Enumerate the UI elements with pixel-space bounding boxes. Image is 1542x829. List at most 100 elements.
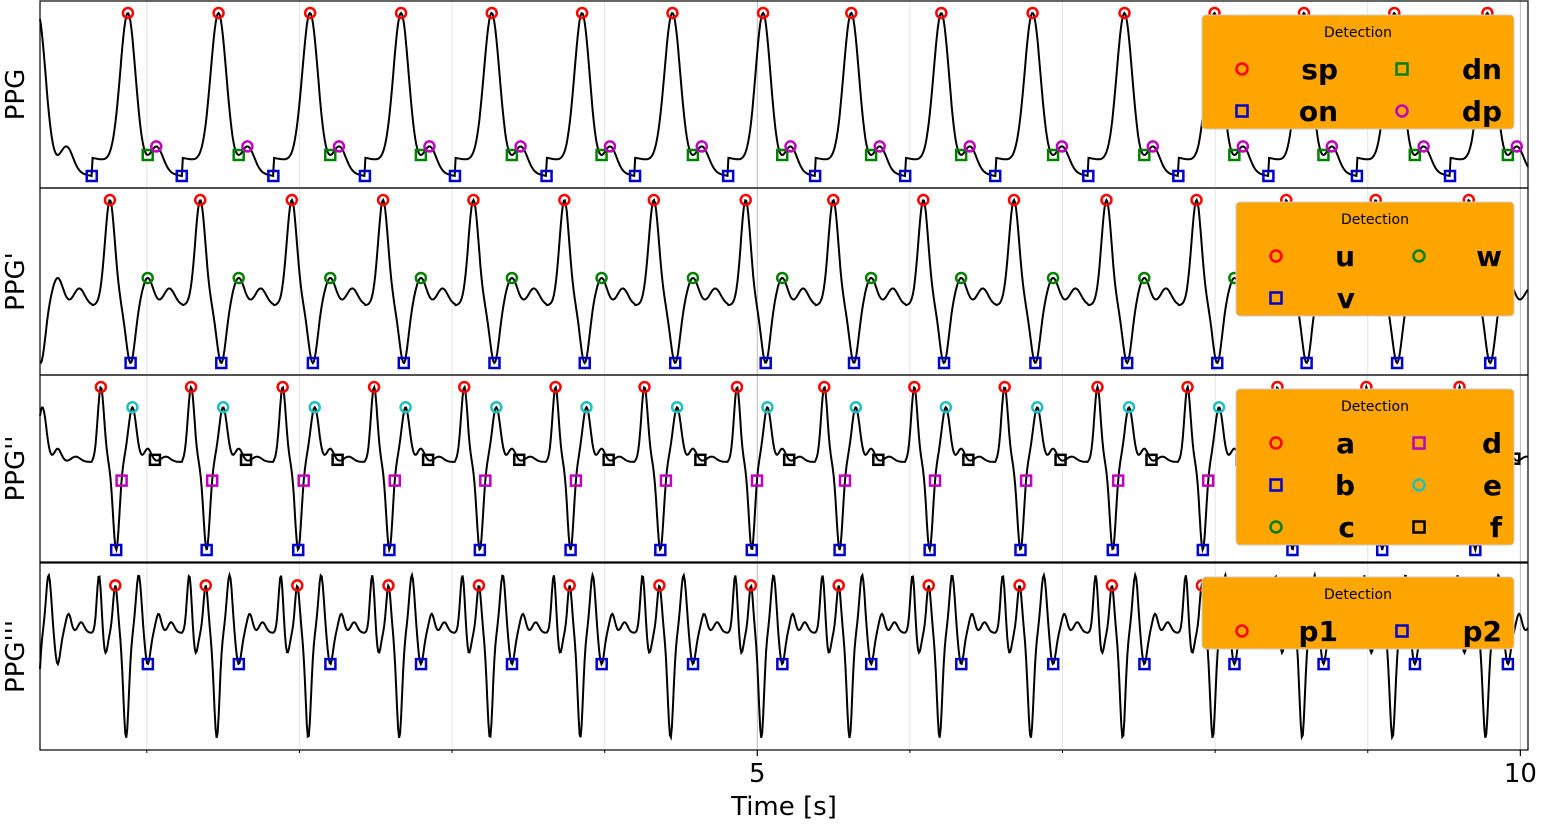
- marker-d: [1019, 474, 1033, 487]
- legend-label-b: b: [1335, 469, 1355, 502]
- marker-w: [595, 271, 608, 285]
- legend-marker: [1269, 478, 1283, 492]
- marker-sp: [666, 6, 679, 20]
- marker-e: [761, 401, 774, 414]
- marker-on: [1172, 169, 1185, 183]
- marker-e: [1212, 401, 1226, 414]
- marker-b: [564, 543, 577, 557]
- marker-u: [1190, 193, 1203, 207]
- marker-dp: [514, 140, 527, 153]
- marker-w: [686, 271, 700, 285]
- marker-u: [1100, 193, 1113, 207]
- marker-b: [383, 543, 396, 557]
- marker-f: [421, 453, 435, 467]
- marker-w: [141, 271, 154, 285]
- marker-v: [1483, 356, 1497, 370]
- marker-p2: [141, 657, 155, 671]
- axes-frame: [39, 562, 1529, 751]
- marker-dp: [963, 140, 976, 153]
- marker-on: [988, 169, 1002, 183]
- marker-e: [126, 401, 139, 414]
- marker-dn: [1046, 148, 1060, 162]
- legend-marker: [1395, 624, 1409, 638]
- marker-d: [569, 474, 583, 487]
- marker-w: [324, 271, 337, 285]
- marker-p1: [922, 579, 935, 592]
- marker-p2: [324, 657, 337, 671]
- legend-box: [1201, 14, 1515, 130]
- legend-label-dp: dp: [1462, 95, 1502, 128]
- marker-e: [216, 401, 230, 414]
- marker-b: [109, 543, 123, 557]
- legend-label-e: e: [1483, 469, 1502, 502]
- marker-f: [694, 453, 707, 467]
- marker-p1: [744, 579, 758, 592]
- legend-marker: [1412, 436, 1426, 450]
- marker-e: [490, 401, 503, 414]
- marker-a: [94, 380, 108, 394]
- y-axis-label: PPG'': [1, 436, 31, 502]
- marker-f: [1145, 453, 1158, 467]
- marker-dn: [954, 148, 968, 162]
- marker-b: [1014, 543, 1027, 557]
- marker-dn: [141, 148, 154, 162]
- marker-b: [291, 543, 305, 557]
- legend: Detection u w v: [1235, 201, 1515, 317]
- marker-d: [479, 474, 492, 487]
- marker-p1: [1105, 579, 1119, 592]
- marker-d: [659, 474, 673, 487]
- marker-w: [775, 271, 789, 285]
- legend-label-p2: p2: [1462, 615, 1502, 648]
- marker-v: [937, 356, 951, 370]
- marker-b: [923, 543, 936, 557]
- marker-d: [928, 474, 942, 487]
- marker-f: [782, 453, 796, 467]
- legend-label-a: a: [1336, 427, 1355, 460]
- legend: Detection p1 p2: [1201, 576, 1515, 650]
- marker-p1: [832, 579, 845, 592]
- marker-sp: [1026, 6, 1039, 20]
- marker-v: [306, 356, 320, 370]
- legend-title: Detection: [1341, 212, 1409, 228]
- marker-f: [872, 453, 885, 467]
- marker-p2: [1501, 657, 1515, 671]
- legend-title: Detection: [1324, 587, 1392, 603]
- legend-box: [1235, 388, 1515, 546]
- marker-dn: [324, 148, 337, 162]
- marker-d: [1111, 474, 1125, 487]
- marker-v: [1390, 356, 1404, 370]
- legend-marker: [1269, 291, 1283, 305]
- legend: Detection sp dn on dp: [1201, 14, 1515, 130]
- marker-dn: [864, 148, 878, 162]
- legend-marker: [1269, 436, 1283, 450]
- panel-3: PPG'' Detection a d b e c f: [1, 374, 1529, 563]
- y-axis-label: PPG': [1, 252, 31, 311]
- marker-dn: [414, 148, 428, 162]
- panel-2: PPG' Detection u w v: [1, 187, 1529, 376]
- marker-dp: [423, 140, 436, 153]
- marker-dn: [775, 148, 789, 162]
- marker-v: [847, 356, 861, 370]
- marker-f: [602, 453, 615, 467]
- legend-label-on: on: [1299, 95, 1338, 128]
- marker-w: [1046, 271, 1060, 285]
- legend-label-d: d: [1482, 427, 1502, 460]
- marker-v: [759, 356, 772, 370]
- marker-a: [549, 380, 562, 394]
- marker-sp: [485, 6, 498, 20]
- marker-sp: [212, 6, 225, 20]
- marker-v: [1120, 356, 1134, 370]
- marker-v: [668, 356, 682, 370]
- marker-p2: [1408, 657, 1422, 671]
- legend: Detection a d b e c f: [1235, 388, 1515, 546]
- marker-f: [512, 453, 526, 467]
- marker-on: [1262, 169, 1275, 183]
- marker-dp: [603, 140, 617, 153]
- marker-b: [745, 543, 759, 557]
- marker-e: [670, 401, 684, 414]
- marker-a: [458, 380, 471, 394]
- legend-label-f: f: [1490, 511, 1503, 544]
- marker-p2: [955, 657, 968, 671]
- marker-f: [962, 453, 975, 467]
- legend-marker: [1235, 62, 1249, 76]
